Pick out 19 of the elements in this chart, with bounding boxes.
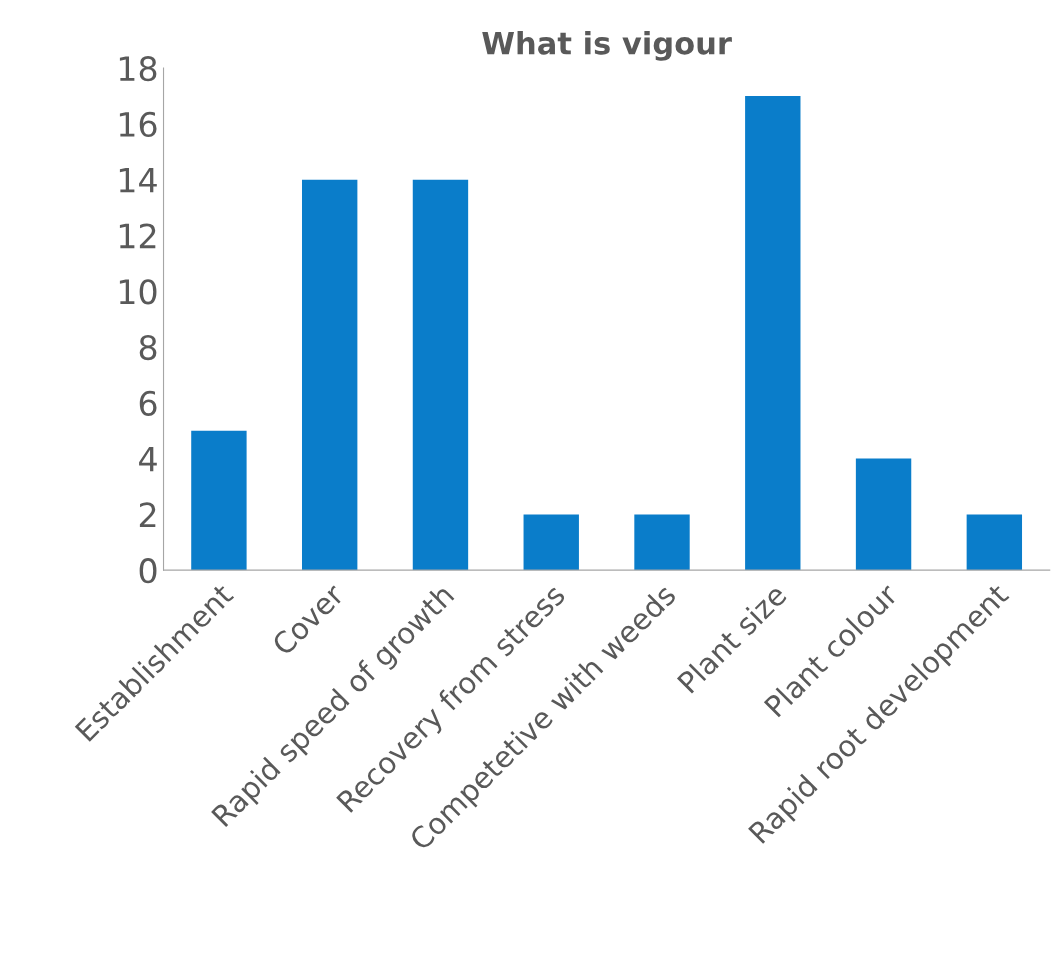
bar [634, 514, 690, 571]
bar [745, 96, 801, 571]
bar [301, 179, 358, 571]
y-tick-label: 2 [139, 502, 156, 528]
y-tick-label: 16 [119, 111, 157, 138]
bar [412, 179, 469, 571]
y-tick-label: 14 [119, 168, 157, 193]
y-tick-label: 4 [139, 446, 157, 472]
y-tick-label: 6 [139, 390, 157, 416]
bar [191, 430, 247, 571]
y-tick-label: 0 [139, 558, 157, 584]
bar [855, 458, 912, 571]
y-tick-label: 12 [119, 223, 156, 249]
y-tick-label: 8 [139, 334, 157, 361]
bar [966, 514, 1023, 571]
y-tick-label: 18 [119, 56, 157, 82]
chart-title: What is vigour [482, 31, 732, 61]
bar [523, 514, 579, 571]
y-tick-label: 10 [119, 279, 157, 305]
